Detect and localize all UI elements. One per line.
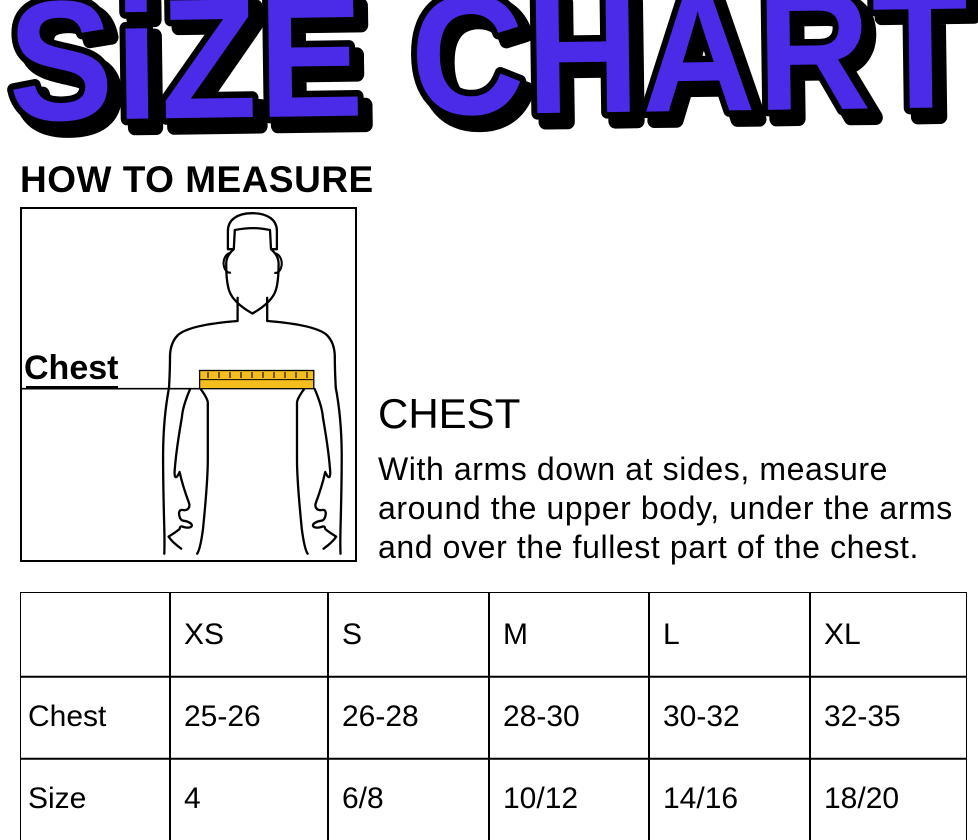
- svg-text:S: S: [342, 618, 362, 651]
- svg-text:26-28: 26-28: [342, 700, 419, 733]
- svg-text:30-32: 30-32: [663, 700, 740, 733]
- svg-text:4: 4: [184, 782, 201, 815]
- svg-text:Size: Size: [28, 782, 86, 815]
- svg-text:M: M: [503, 618, 528, 651]
- svg-text:SiZE CHART: SiZE CHART: [7, 0, 972, 155]
- svg-text:6/8: 6/8: [342, 782, 384, 815]
- svg-text:XS: XS: [184, 618, 224, 651]
- svg-text:Chest: Chest: [28, 700, 107, 733]
- svg-text:10/12: 10/12: [503, 782, 578, 815]
- svg-text:32-35: 32-35: [824, 700, 901, 733]
- svg-text:25-26: 25-26: [184, 700, 261, 733]
- svg-text:L: L: [663, 618, 680, 651]
- svg-text:28-30: 28-30: [503, 700, 580, 733]
- svg-text:14/16: 14/16: [663, 782, 738, 815]
- svg-text:18/20: 18/20: [824, 782, 899, 815]
- svg-text:XL: XL: [824, 618, 861, 651]
